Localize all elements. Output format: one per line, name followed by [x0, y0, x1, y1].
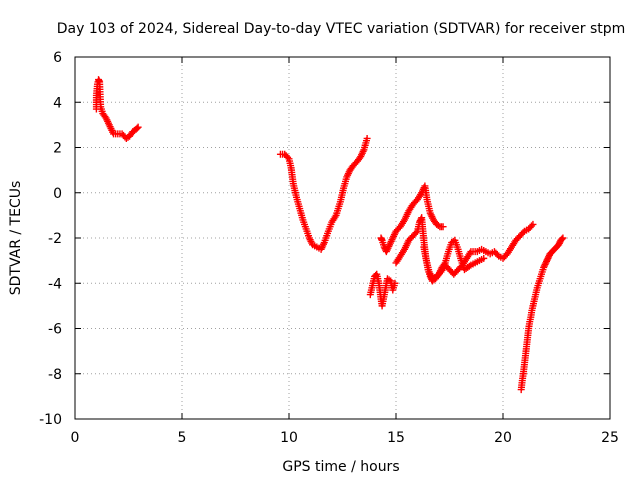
x-tick-label: 15	[387, 430, 405, 446]
plot-frame	[74, 56, 611, 420]
series-arc-4	[377, 182, 447, 256]
data-point	[284, 153, 292, 161]
x-tick-label: 20	[494, 430, 512, 446]
x-tick-label: 10	[280, 430, 298, 446]
data-point	[434, 222, 442, 230]
data-points	[92, 76, 567, 394]
data-point	[391, 279, 399, 287]
y-tick-label: 0	[53, 186, 62, 202]
y-tick-label: -2	[48, 231, 62, 247]
series-arc-3	[366, 270, 399, 310]
x-axis-label: GPS time / hours	[282, 459, 399, 475]
y-axis-label: SDTVAR / TECUs	[8, 181, 24, 296]
data-point	[480, 254, 488, 262]
x-tick-label: 0	[71, 430, 80, 446]
data-point	[528, 222, 536, 230]
data-point	[493, 251, 501, 259]
series-arc-6	[420, 236, 488, 285]
data-point	[363, 134, 371, 142]
data-point	[465, 262, 473, 270]
series-arc-2	[276, 134, 371, 253]
data-point	[558, 235, 566, 243]
data-point	[134, 123, 142, 131]
data-point	[133, 124, 141, 132]
data-point	[519, 229, 527, 237]
x-tick-label: 25	[601, 430, 619, 446]
y-tick-label: 2	[53, 141, 62, 157]
y-tick-label: -10	[39, 412, 62, 428]
x-tick-label: 5	[178, 430, 187, 446]
data-point	[439, 223, 447, 231]
chart-title: Day 103 of 2024, Sidereal Day-to-day VTE…	[57, 21, 626, 37]
y-tick-label: 6	[53, 50, 62, 66]
y-tick-label: -4	[48, 276, 62, 292]
y-tick-label: -6	[48, 322, 62, 338]
series-arc-7	[517, 234, 567, 394]
data-point	[529, 220, 537, 228]
data-point	[440, 260, 448, 268]
series-arc-1	[92, 76, 142, 142]
data-point	[412, 229, 420, 237]
y-tick-label: -8	[48, 367, 62, 383]
grid-lines	[75, 57, 610, 419]
y-tick-label: 4	[53, 95, 62, 111]
data-point	[559, 234, 567, 242]
